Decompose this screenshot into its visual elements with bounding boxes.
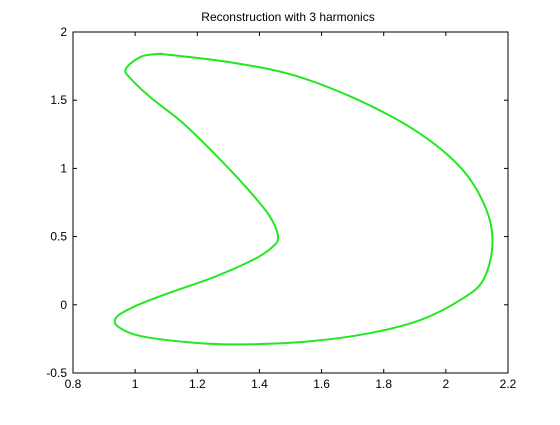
chart-title: Reconstruction with 3 harmonics [201, 10, 374, 24]
x-tick-label: 1.8 [375, 377, 392, 391]
x-tick-label: 2 [443, 377, 450, 391]
x-tick-label: 2.2 [500, 377, 517, 391]
plot-area-frame [72, 31, 509, 374]
axes [72, 31, 509, 374]
tick-labels: 0.8 1 1.2 1.4 1.6 1.8 2 2.2 -0.5 0 0.5 1 1.5 2 [46, 25, 516, 391]
y-tick-label: 0.5 [50, 230, 67, 244]
y-tick-label: 1 [60, 161, 67, 175]
x-tick-label: 0.8 [65, 377, 82, 391]
x-tick-label: 1.2 [189, 377, 206, 391]
tick-marks [72, 31, 509, 374]
x-tick-label: 1 [132, 377, 139, 391]
series-line [113, 52, 494, 346]
x-tick-label: 1.4 [251, 377, 268, 391]
x-tick-label: 1.6 [313, 377, 330, 391]
y-tick-label: 2 [60, 25, 67, 39]
series-layer [113, 52, 494, 346]
y-tick-label: 1.5 [50, 93, 67, 107]
y-tick-label: 0 [60, 298, 67, 312]
y-tick-label: -0.5 [46, 366, 67, 380]
